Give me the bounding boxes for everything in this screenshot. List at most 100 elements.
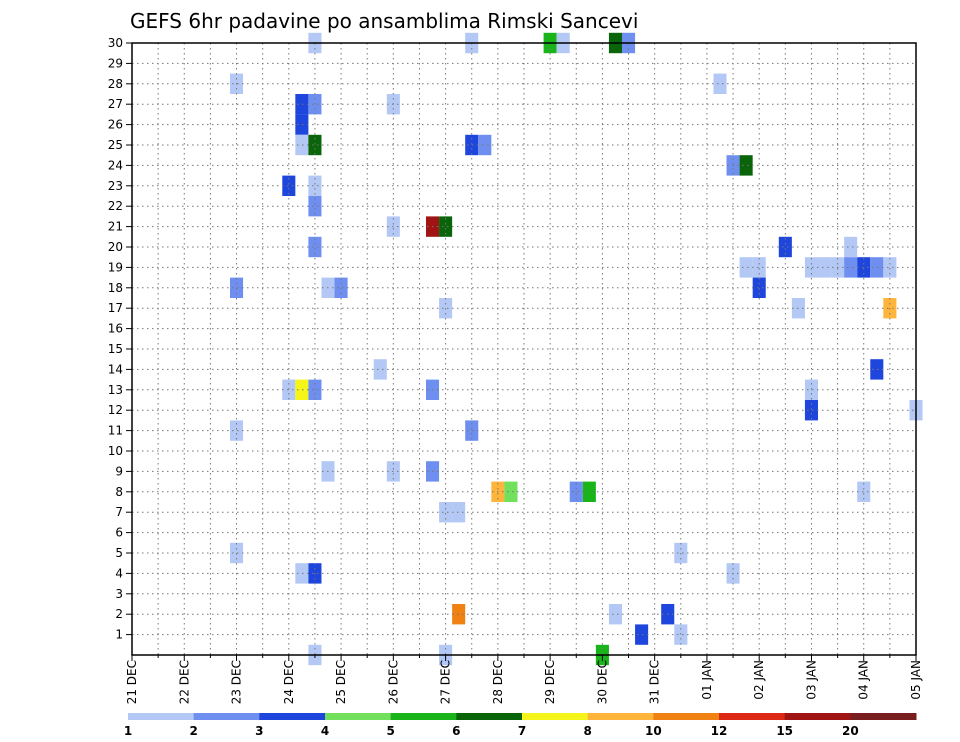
heatmap-cell bbox=[739, 257, 753, 278]
x-tick-label: 26 DEC bbox=[386, 660, 400, 704]
y-tick-label: 26 bbox=[108, 118, 123, 132]
heatmap-cell bbox=[439, 216, 453, 237]
y-tick-label: 27 bbox=[108, 97, 123, 111]
heatmap-cell bbox=[465, 420, 479, 441]
heatmap-cell bbox=[230, 277, 244, 298]
legend-swatch bbox=[325, 713, 392, 720]
x-tick-label: 28 DEC bbox=[491, 660, 505, 704]
y-tick-label: 20 bbox=[108, 240, 123, 254]
heatmap-cell bbox=[295, 134, 309, 156]
legend-label: 6 bbox=[452, 724, 460, 738]
y-tick-label: 24 bbox=[108, 158, 123, 172]
legend-swatch bbox=[719, 713, 786, 720]
heatmap-cell bbox=[804, 379, 818, 400]
y-tick-label: 30 bbox=[108, 36, 123, 50]
legend-swatch bbox=[522, 713, 589, 720]
heatmap-cell bbox=[282, 379, 296, 400]
x-tick-label: 24 DEC bbox=[282, 660, 296, 704]
legend-swatch bbox=[456, 713, 523, 720]
y-tick-label: 23 bbox=[108, 179, 123, 193]
heatmap-cell bbox=[844, 236, 858, 258]
y-tick-label: 10 bbox=[108, 444, 123, 458]
y-tick-label: 1 bbox=[115, 628, 123, 642]
y-tick-label: 14 bbox=[108, 362, 123, 376]
y-tick-label: 29 bbox=[108, 56, 123, 70]
y-tick-label: 25 bbox=[108, 138, 123, 152]
heatmap-cell bbox=[308, 379, 322, 400]
y-tick-label: 16 bbox=[108, 322, 123, 336]
heatmap-cell bbox=[818, 257, 832, 278]
chart-title: GEFS 6hr padavine po ansamblima Rimski S… bbox=[130, 9, 638, 33]
heatmap-cell bbox=[739, 155, 753, 176]
heatmap-cell bbox=[478, 134, 492, 156]
y-axis-ticks: 1234567891011121314151617181920212223242… bbox=[108, 36, 132, 642]
heatmap-cell bbox=[857, 481, 871, 502]
x-tick-label: 05 JAN bbox=[909, 660, 923, 700]
heatmap-cell bbox=[674, 624, 688, 645]
legend-swatch bbox=[128, 713, 195, 720]
legend-swatch bbox=[850, 713, 917, 720]
legend-label: 3 bbox=[255, 724, 263, 738]
y-tick-label: 11 bbox=[108, 424, 123, 438]
x-tick-label: 25 DEC bbox=[334, 660, 348, 704]
y-tick-label: 9 bbox=[115, 464, 123, 478]
heatmap-cell bbox=[295, 114, 309, 135]
plot-frame bbox=[131, 42, 917, 656]
x-tick-label: 22 DEC bbox=[177, 660, 191, 704]
y-tick-label: 15 bbox=[108, 342, 123, 356]
heatmap-cell bbox=[439, 502, 453, 523]
legend-label: 10 bbox=[645, 724, 662, 738]
legend-swatch bbox=[587, 713, 654, 720]
x-tick-label: 21 DEC bbox=[125, 660, 139, 704]
x-tick-label: 02 JAN bbox=[752, 660, 766, 700]
heatmap-cell bbox=[870, 257, 884, 278]
x-tick-label: 27 DEC bbox=[439, 660, 453, 704]
heatmap-cell bbox=[635, 624, 649, 645]
y-tick-label: 22 bbox=[108, 199, 123, 213]
x-tick-label: 01 JAN bbox=[700, 660, 714, 700]
y-tick-label: 13 bbox=[108, 383, 123, 397]
color-legend: 1 2 3 4 5 6 7 8 10 12 15 20 bbox=[124, 713, 917, 738]
x-tick-label: 23 DEC bbox=[230, 660, 244, 704]
heatmap-cell bbox=[752, 257, 766, 278]
y-tick-label: 18 bbox=[108, 281, 123, 295]
heatmap-cell bbox=[295, 563, 309, 584]
heatmap-cell bbox=[844, 257, 858, 278]
x-tick-label: 04 JAN bbox=[857, 660, 871, 700]
y-tick-label: 19 bbox=[108, 260, 123, 274]
y-tick-label: 17 bbox=[108, 301, 123, 315]
heatmap-cell bbox=[608, 604, 622, 625]
legend-label: 5 bbox=[386, 724, 394, 738]
heatmap-cells bbox=[230, 32, 923, 666]
legend-label: 2 bbox=[189, 724, 197, 738]
y-tick-label: 4 bbox=[115, 566, 123, 580]
legend-label: 4 bbox=[321, 724, 329, 738]
heatmap-cell bbox=[308, 236, 322, 258]
grid-lines bbox=[132, 43, 916, 655]
x-tick-label: 30 DEC bbox=[595, 660, 609, 704]
heatmap-cell bbox=[373, 359, 387, 380]
heatmap-cell bbox=[308, 196, 322, 217]
y-tick-label: 6 bbox=[115, 526, 123, 540]
heatmap-cell bbox=[504, 481, 518, 502]
heatmap-cell bbox=[870, 359, 884, 380]
y-tick-label: 12 bbox=[108, 403, 123, 417]
legend-label: 1 bbox=[124, 724, 132, 738]
heatmap-cell bbox=[308, 175, 322, 196]
legend-label: 8 bbox=[583, 724, 591, 738]
heatmap-cell bbox=[282, 175, 296, 196]
heatmap-cell bbox=[295, 379, 309, 400]
heatmap-cell bbox=[804, 257, 818, 278]
y-tick-label: 21 bbox=[108, 220, 123, 234]
y-tick-label: 7 bbox=[115, 505, 123, 519]
legend-label: 15 bbox=[776, 724, 793, 738]
legend-swatch bbox=[784, 713, 851, 720]
legend-label: 20 bbox=[842, 724, 859, 738]
heatmap-cell bbox=[857, 257, 871, 278]
x-tick-label: 31 DEC bbox=[648, 660, 662, 704]
heatmap-cell bbox=[308, 134, 322, 156]
legend-label: 12 bbox=[711, 724, 728, 738]
legend-swatch bbox=[259, 713, 326, 720]
heatmap-cell bbox=[452, 502, 466, 523]
